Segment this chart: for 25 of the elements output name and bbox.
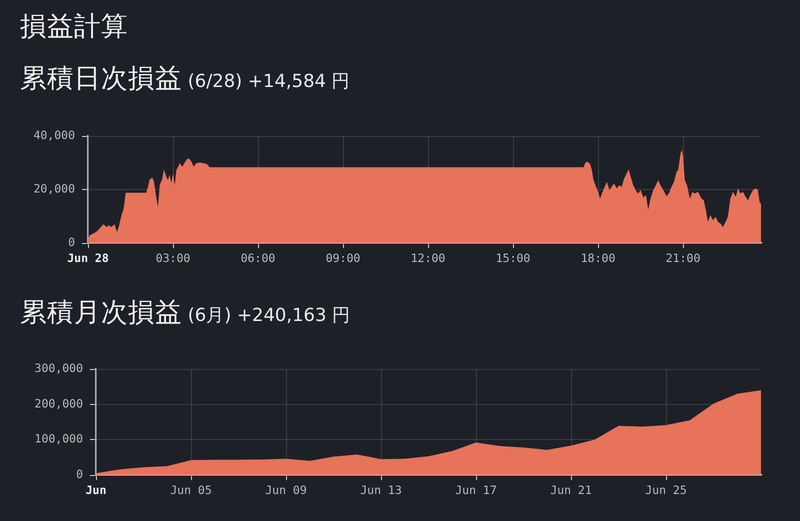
x-tick-label: Jun 05 [170,482,212,497]
x-tick-label: Jun 25 [645,482,687,497]
chart-subtitle: 累積日次損益 (6/28) +14,584 円 [20,63,350,94]
x-tick-label: 09:00 [326,250,360,265]
x-tick-label: Jun 09 [265,482,307,497]
x-tick-label: 21:00 [666,250,700,265]
y-tick-label: 20,000 [33,181,76,196]
y-tick-label: 0 [68,234,76,249]
chart-title: 損益計算 [20,11,128,42]
y-tick-label: 200,000 [34,396,84,410]
x-tick-label: 06:00 [240,250,276,265]
y-tick-label: 300,000 [34,360,84,375]
y-tick-label: 0 [76,466,84,481]
x-tick-label: Jun 28 [67,250,109,265]
x-tick-label: 18:00 [580,250,616,265]
x-tick-label: Jun 13 [360,482,402,497]
y-tick-label: 40,000 [33,128,76,142]
x-tick-label: 03:00 [156,250,190,265]
y-tick-label: 100,000 [34,432,84,446]
x-tick-label: Jun 17 [455,482,497,497]
x-tick-label: 15:00 [496,250,530,265]
x-tick-label: Jun [86,482,106,497]
x-tick-label: Jun 21 [550,482,592,497]
chart-title: 累積月次損益 (6月) +240,163 円 [20,297,350,328]
x-tick-label: 12:00 [410,250,446,265]
